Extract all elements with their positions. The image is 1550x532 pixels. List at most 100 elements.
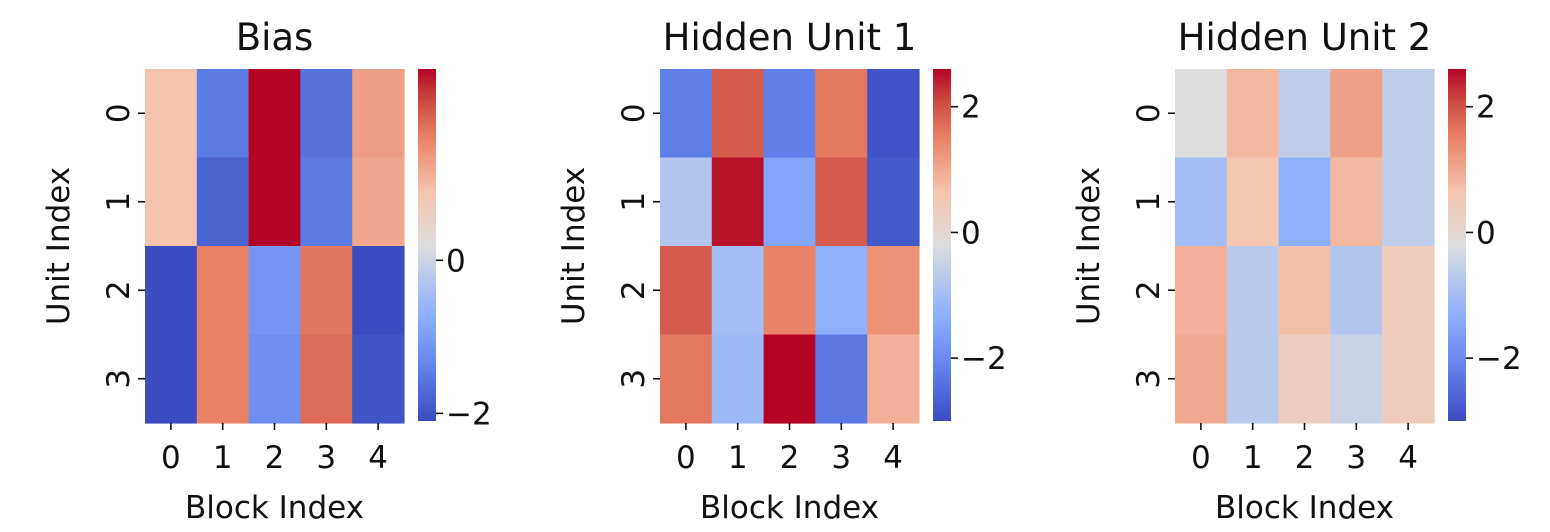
- heatmap-cell-r1-c0: [145, 157, 198, 247]
- heatmap-cell-r2-c2: [763, 246, 816, 336]
- heatmap-cell-r3-c1: [196, 334, 250, 424]
- heatmap-cell-r1-c2: [248, 157, 301, 247]
- y-tick-label: 0: [101, 103, 137, 123]
- x-tick-label: 0: [676, 440, 696, 476]
- y-tick-label: 3: [101, 369, 137, 389]
- heatmap-cell-r1-c2: [1278, 157, 1331, 247]
- x-tick-label: 3: [1346, 440, 1366, 476]
- y-tick-label: 1: [101, 192, 137, 212]
- heatmap-cell-r1-c4: [352, 157, 405, 247]
- x-tick-label: 0: [1191, 440, 1211, 476]
- heatmap-cell-r2-c4: [352, 246, 405, 336]
- heatmap-cell-r2-c3: [815, 246, 868, 336]
- x-tick-label: 2: [780, 440, 800, 476]
- heatmap-cell-r3-c4: [1382, 334, 1435, 424]
- heatmap-cell-r0-c3: [815, 69, 868, 159]
- x-tick-label: 0: [161, 440, 181, 476]
- heatmap-cell-r0-c1: [711, 69, 765, 159]
- heatmap-cell-r1-c3: [815, 157, 868, 247]
- heatmap-cell-r1-c1: [711, 157, 765, 247]
- y-tick-label: 2: [616, 280, 652, 300]
- heatmap-cell-r0-c1: [196, 69, 250, 159]
- heatmap-cell-r1-c0: [1175, 157, 1228, 247]
- x-tick-label: 1: [728, 440, 748, 476]
- x-axis-label: Block Index: [185, 490, 364, 526]
- heatmap-cell-r2-c1: [711, 246, 765, 336]
- heatmap-cell-r2-c3: [1330, 246, 1383, 336]
- heatmap-cell-r3-c3: [1330, 334, 1383, 424]
- heatmap-cell-r0-c2: [248, 69, 301, 159]
- panel-title: Bias: [236, 16, 314, 59]
- y-tick-label: 0: [1131, 103, 1167, 123]
- panel-title: Hidden Unit 1: [663, 16, 917, 59]
- heatmap-cell-r3-c1: [711, 334, 765, 424]
- heatmap-cell-r0-c4: [1382, 69, 1435, 159]
- heatmap-cell-r1-c3: [300, 157, 353, 247]
- heatmap-cell-r2-c1: [1226, 246, 1280, 336]
- y-tick-label: 3: [616, 369, 652, 389]
- x-tick-label: 2: [265, 440, 285, 476]
- heatmap-cell-r2-c1: [196, 246, 250, 336]
- y-axis-label: Unit Index: [41, 167, 77, 325]
- y-tick-label: 1: [1131, 192, 1167, 212]
- x-tick-label: 1: [1243, 440, 1263, 476]
- heatmap-cell-r0-c3: [300, 69, 353, 159]
- colorbar-tick-label: 2: [961, 90, 981, 126]
- heatmap-cell-r0-c0: [145, 69, 198, 159]
- heatmap-cell-r0-c0: [660, 69, 713, 159]
- colorbar: [418, 69, 436, 421]
- heatmap-cell-r0-c4: [867, 69, 920, 159]
- heatmap-cell-r2-c3: [300, 246, 353, 336]
- heatmap-cell-r1-c3: [1330, 157, 1383, 247]
- colorbar-tick-label: −2: [446, 396, 492, 432]
- heatmap-cell-r2-c4: [867, 246, 920, 336]
- y-axis-label: Unit Index: [1071, 167, 1107, 325]
- heatmap-cell-r3-c1: [1226, 334, 1280, 424]
- x-axis-label: Block Index: [700, 490, 879, 526]
- heatmap-cell-r0-c2: [1278, 69, 1331, 159]
- y-tick-label: 1: [616, 192, 652, 212]
- heatmap-cell-r2-c4: [1382, 246, 1435, 336]
- heatmap-cell-r3-c0: [660, 334, 713, 424]
- heatmap-cell-r3-c3: [300, 334, 353, 424]
- colorbar-tick-label: 0: [1476, 215, 1496, 251]
- heatmap-cell-r2-c0: [1175, 246, 1228, 336]
- x-tick-label: 4: [368, 440, 388, 476]
- heatmap-cell-r3-c3: [815, 334, 868, 424]
- heatmap-cell-r1-c1: [196, 157, 250, 247]
- x-tick-label: 3: [831, 440, 851, 476]
- panel-title: Hidden Unit 2: [1178, 16, 1432, 59]
- heatmap-cell-r1-c4: [867, 157, 920, 247]
- colorbar-tick-label: 0: [446, 243, 466, 279]
- heatmap-cell-r0-c3: [1330, 69, 1383, 159]
- colorbar: [933, 69, 951, 421]
- heatmap-cell-r0-c1: [1226, 69, 1280, 159]
- y-axis-label: Unit Index: [556, 167, 592, 325]
- heatmap-cell-r0-c4: [352, 69, 405, 159]
- heatmap-cell-r1-c0: [660, 157, 713, 247]
- x-tick-label: 4: [1398, 440, 1418, 476]
- colorbar: [1448, 69, 1466, 421]
- heatmap-cell-r3-c2: [248, 334, 301, 424]
- heatmap-cell-r3-c4: [352, 334, 405, 424]
- heatmap-cell-r2-c2: [248, 246, 301, 336]
- heatmap-cell-r2-c0: [660, 246, 713, 336]
- heatmap-cell-r3-c2: [763, 334, 816, 424]
- x-tick-label: 2: [1295, 440, 1315, 476]
- colorbar-tick-label: −2: [1476, 341, 1522, 377]
- heatmap-cell-r0-c2: [763, 69, 816, 159]
- x-tick-label: 3: [316, 440, 336, 476]
- heatmap-cell-r2-c2: [1278, 246, 1331, 336]
- y-tick-label: 3: [1131, 369, 1167, 389]
- heatmap-cell-r0-c0: [1175, 69, 1228, 159]
- heatmap-cell-r1-c2: [763, 157, 816, 247]
- heatmap-cell-r3-c2: [1278, 334, 1331, 424]
- y-tick-label: 2: [1131, 280, 1167, 300]
- heatmap-cell-r3-c0: [145, 334, 198, 424]
- y-tick-label: 0: [616, 103, 652, 123]
- heatmap-cell-r3-c0: [1175, 334, 1228, 424]
- x-tick-label: 1: [213, 440, 233, 476]
